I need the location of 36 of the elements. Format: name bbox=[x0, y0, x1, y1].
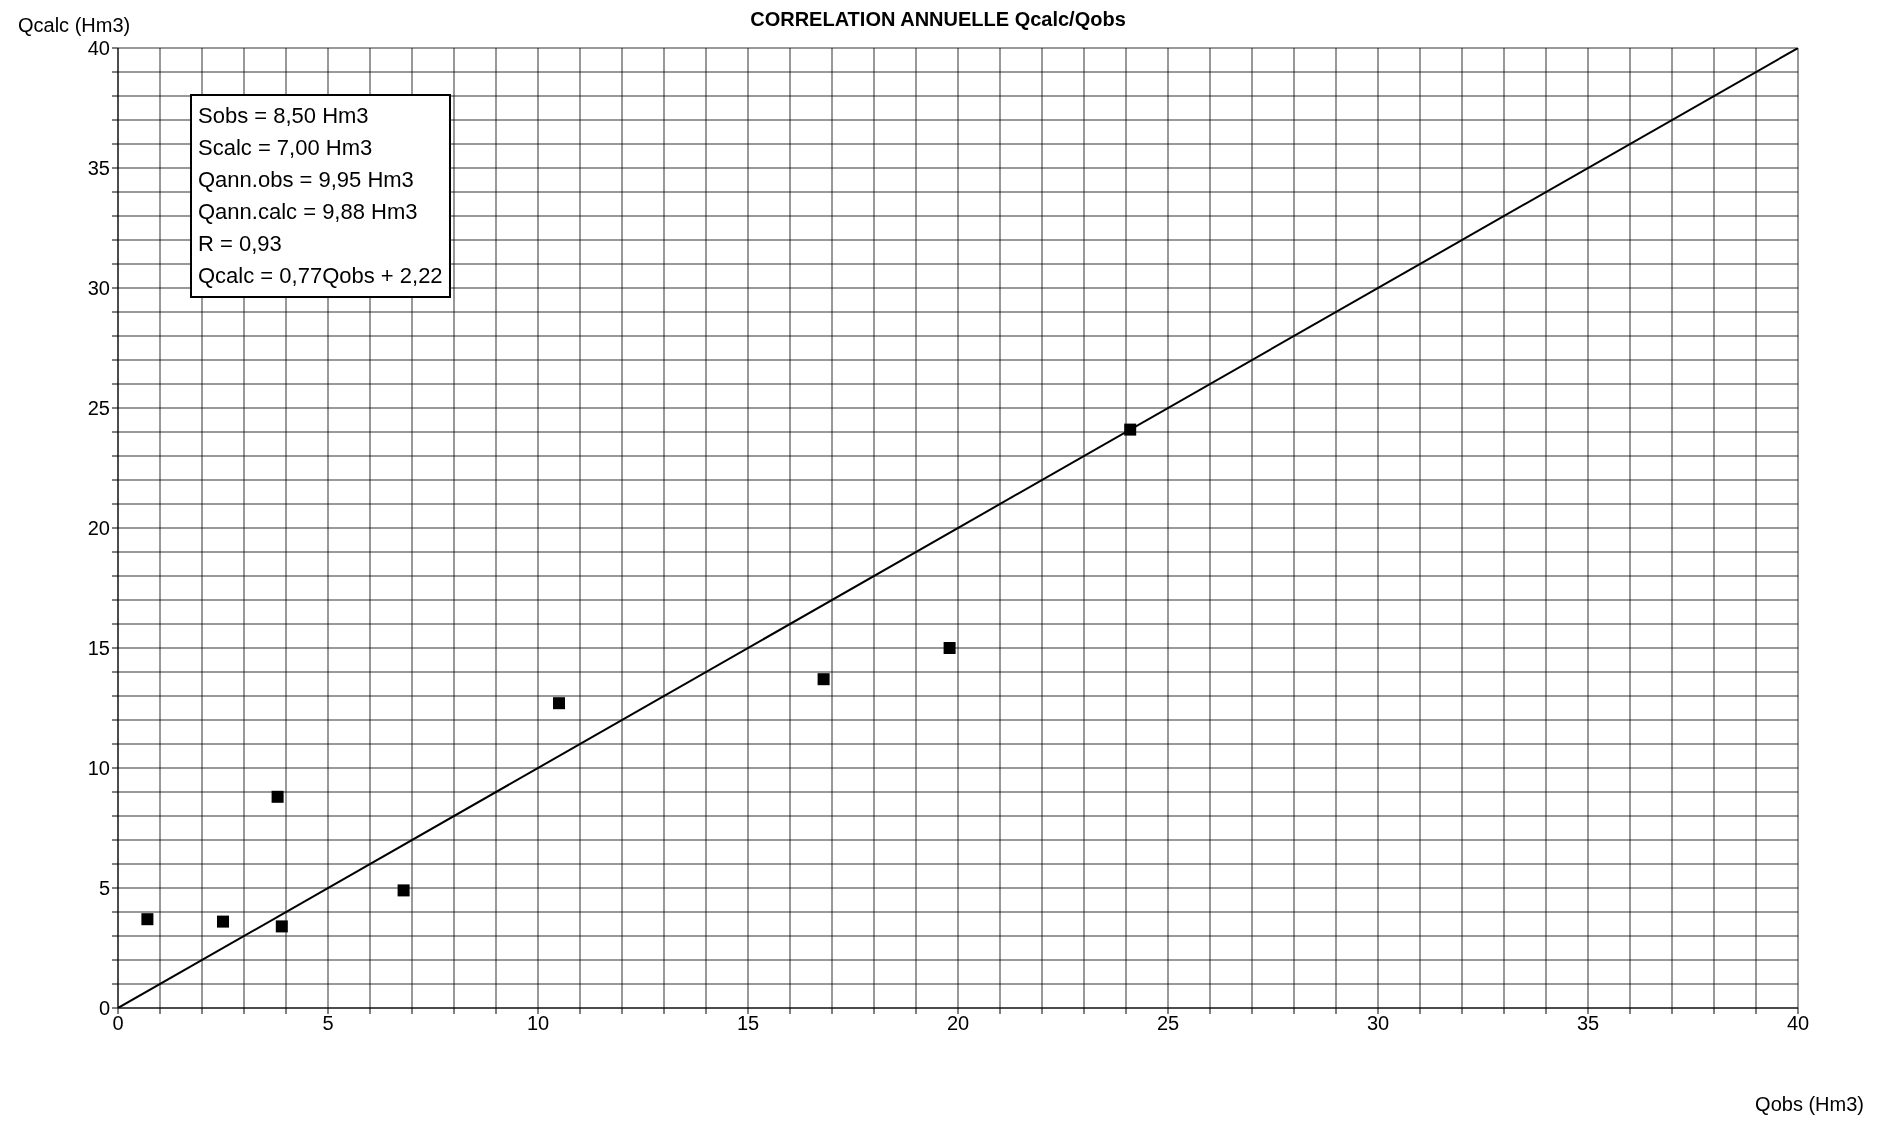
x-tick-label: 10 bbox=[526, 1012, 550, 1035]
y-tick-label: 35 bbox=[87, 157, 110, 180]
y-tick-label: 25 bbox=[87, 397, 110, 420]
point bbox=[141, 913, 154, 926]
y-tick-label: 15 bbox=[87, 637, 110, 660]
point bbox=[943, 642, 956, 654]
chart-title: CORRELATION ANNUELLE Qcalc/Qobs bbox=[750, 8, 1126, 30]
x-tick-label: 15 bbox=[736, 1012, 760, 1035]
x-tick-label: 0 bbox=[112, 1012, 124, 1035]
annotation: Qcalc = 0,77Qobs + 2,22 bbox=[198, 262, 443, 290]
point bbox=[1124, 423, 1137, 436]
x-tick-label: 35 bbox=[1576, 1012, 1600, 1035]
annotation: Sobs = 8,50 Hm3 bbox=[198, 102, 370, 130]
point bbox=[217, 915, 229, 928]
y-tick-label: 30 bbox=[87, 277, 110, 300]
annotation: R = 0,93 bbox=[198, 230, 283, 258]
point bbox=[817, 673, 830, 686]
point bbox=[397, 884, 410, 897]
y-axis-title: Qcalc (Hm3) bbox=[18, 14, 131, 37]
y-tick-label: 20 bbox=[87, 517, 110, 540]
annotation: Qann.calc = 9,88 Hm3 bbox=[198, 198, 419, 226]
x-tick-label: 5 bbox=[322, 1012, 334, 1035]
x-tick-label: 20 bbox=[946, 1012, 970, 1035]
x-tick-label: 30 bbox=[1366, 1012, 1390, 1035]
y-tick-label: 40 bbox=[87, 37, 110, 60]
point bbox=[271, 790, 284, 803]
annotation: Scalc = 7,00 Hm3 bbox=[198, 134, 374, 162]
y-tick-label: 0 bbox=[98, 997, 110, 1020]
point bbox=[275, 920, 288, 933]
y-tick-label: 5 bbox=[98, 877, 110, 900]
y-tick-label: 10 bbox=[87, 757, 110, 780]
x-axis-title: Qobs (Hm3) bbox=[1755, 1093, 1864, 1116]
x-tick-label: 40 bbox=[1786, 1012, 1810, 1035]
annotation: Qann.obs = 9,95 Hm3 bbox=[198, 166, 415, 194]
x-tick-label: 25 bbox=[1156, 1012, 1180, 1035]
point bbox=[553, 697, 565, 710]
